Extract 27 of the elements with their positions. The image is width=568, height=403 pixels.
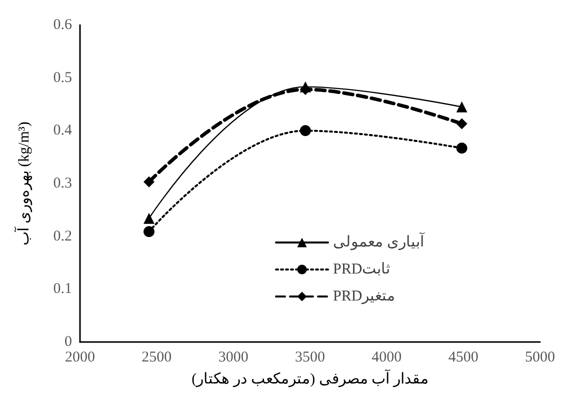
- point: [300, 81, 311, 92]
- legend-label: PRDثابت: [333, 262, 390, 278]
- x-tick-label: 4000: [372, 350, 402, 366]
- point: [300, 125, 311, 136]
- x-tick-label: 3000: [218, 350, 248, 366]
- point: [144, 226, 154, 238]
- y-tick-label: 0.6: [53, 17, 72, 33]
- point: [456, 118, 468, 130]
- y-tick-label: 0.4: [53, 122, 72, 139]
- legend-label: آبیاری معمولی: [333, 232, 425, 250]
- y-axis-title: بهره‌وری آب (kg/m³): [14, 122, 32, 246]
- y-tick-label: 0.3: [53, 176, 72, 192]
- x-tick-label: 2500: [142, 350, 172, 366]
- point: [456, 101, 468, 112]
- point: [456, 142, 468, 154]
- x-tick-label: 4500: [448, 350, 478, 366]
- point: [144, 176, 154, 188]
- y-tick-label: 0.5: [53, 70, 72, 86]
- x-tick-label: 3500: [295, 350, 325, 366]
- x-tick-label: 5000: [525, 350, 555, 366]
- y-tick-label: 0.1: [53, 281, 72, 298]
- x-axis-title: مقدار آب مصرفی (مترمکعب در هکتار): [192, 370, 428, 388]
- point: [144, 212, 154, 224]
- y-tick-label: 0: [64, 334, 72, 350]
- legend-label: PRDمتغیر: [333, 288, 396, 304]
- x-tick-label: 2000: [65, 350, 95, 366]
- y-tick-label: 0.2: [53, 228, 72, 244]
